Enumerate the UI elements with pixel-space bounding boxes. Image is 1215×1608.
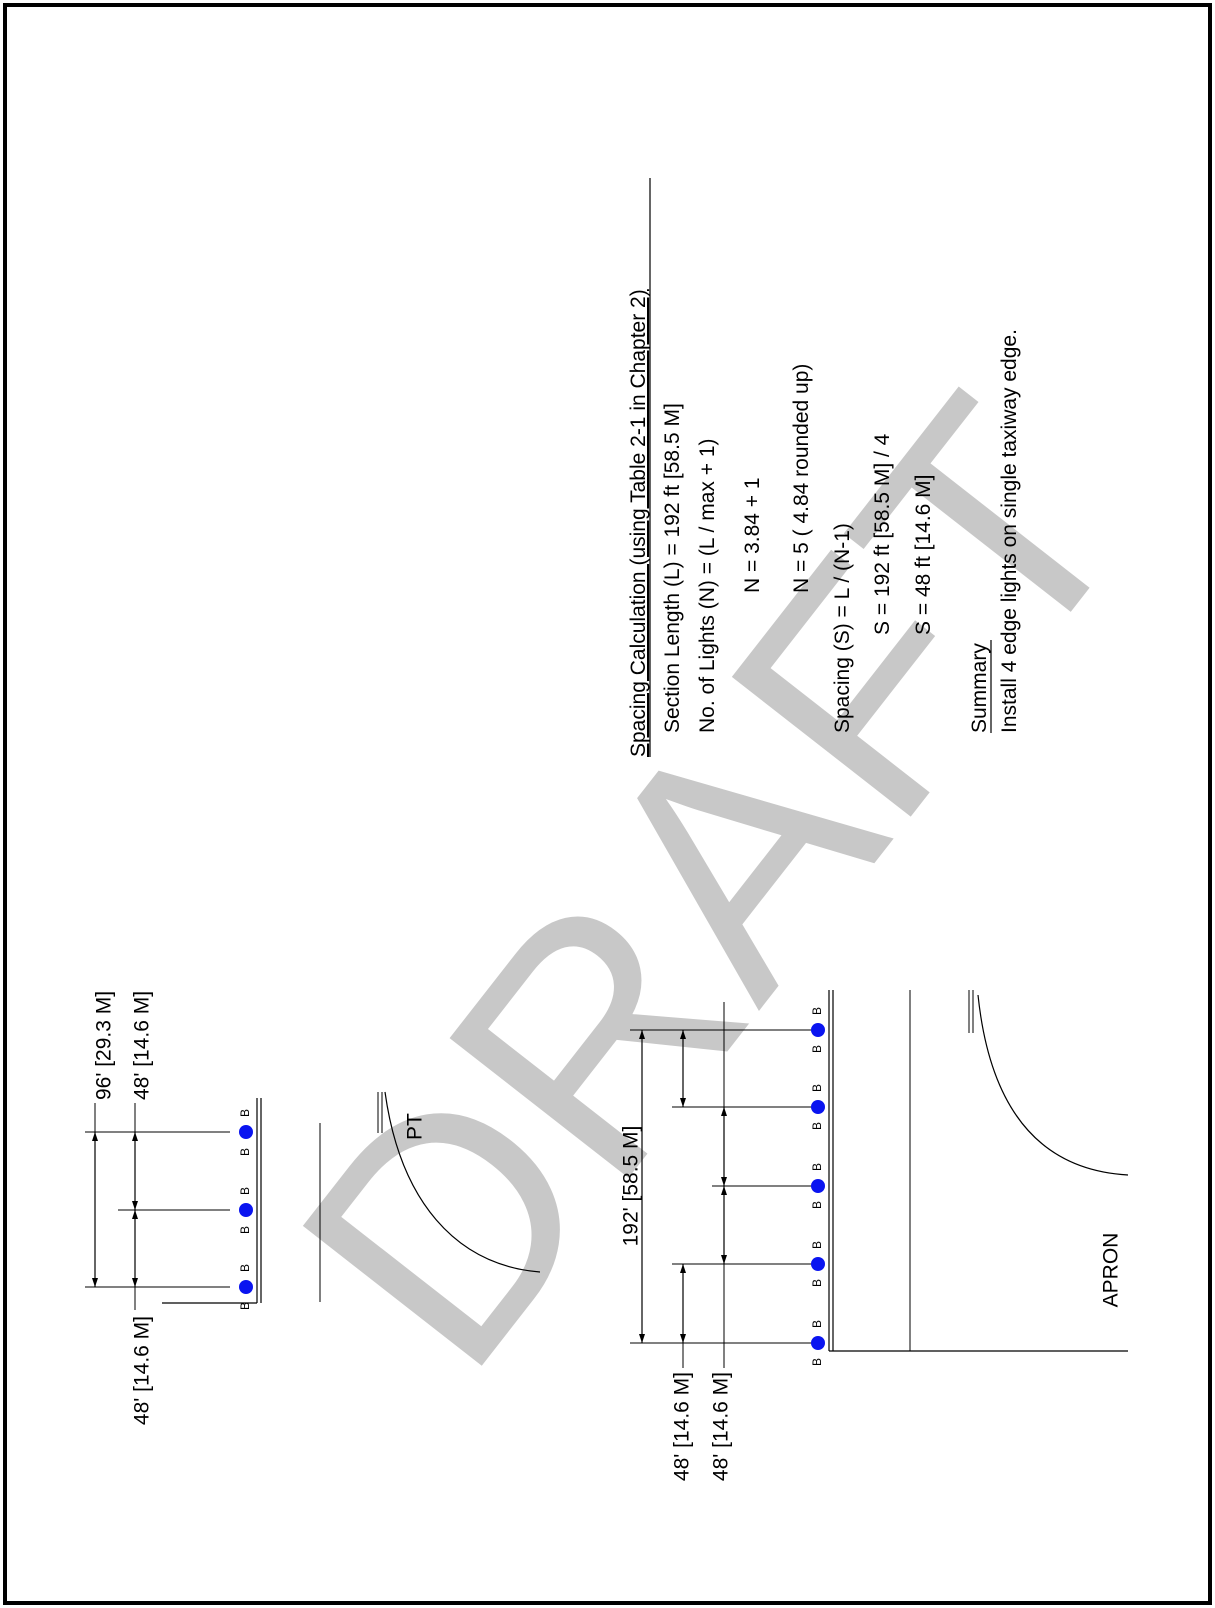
calculation-line: N = 3.84 + 1: [741, 477, 764, 593]
light-label: B: [810, 1007, 824, 1015]
edge-light: B B: [238, 1187, 253, 1234]
sheet-border: [3, 3, 1212, 1605]
light-label: B: [238, 1187, 252, 1195]
apron-label: APRON: [1100, 1233, 1123, 1308]
calculation-line: N = 5 ( 4.84 rounded up): [790, 364, 813, 593]
light-label: B: [810, 1279, 824, 1287]
fillet-curve: [384, 1091, 541, 1273]
edge-light: B B: [238, 1264, 253, 1310]
calculation-heading: Spacing Calculation (using Table 2-1 in …: [627, 289, 650, 757]
spacing-calculation: Spacing Calculation (using Table 2-1 in …: [627, 178, 935, 757]
edge-light-dot: [239, 1125, 253, 1139]
edge-light: B B: [810, 1007, 825, 1053]
dimension-label-48: 48' [14.6 M]: [131, 1316, 154, 1425]
light-label: B: [810, 1163, 824, 1171]
light-label: B: [238, 1148, 252, 1156]
calculation-line: Section Length (L) = 192 ft [58.5 M]: [661, 403, 684, 733]
edge-light-dot: [811, 1100, 825, 1114]
edge-light: B B: [238, 1109, 253, 1156]
light-label: B: [810, 1241, 824, 1249]
edge-light: B B: [810, 1084, 825, 1130]
edge-light-dot: [811, 1023, 825, 1037]
light-label: B: [810, 1201, 824, 1209]
dimension-label-48: 48' [14.6 M]: [131, 991, 154, 1100]
edge-light-dot: [239, 1203, 253, 1217]
light-label: B: [810, 1084, 824, 1092]
edge-light: B B: [810, 1163, 825, 1209]
light-label: B: [238, 1109, 252, 1117]
light-label: B: [810, 1320, 824, 1328]
pt-label: PT: [404, 1113, 427, 1140]
light-label: B: [810, 1045, 824, 1053]
edge-light-dot: [811, 1336, 825, 1350]
edge-light-dot: [239, 1280, 253, 1294]
calculation-line: S = 192 ft [58.5 M] / 4: [871, 433, 894, 635]
light-label: B: [238, 1226, 252, 1234]
edge-light-dot: [811, 1179, 825, 1193]
dimension-label-96: 96' [29.3 M]: [93, 991, 116, 1100]
summary: Summary Install 4 edge lights on single …: [968, 329, 1021, 733]
calculation-line: S = 48 ft [14.6 M]: [912, 474, 935, 635]
fillet-curve: [977, 994, 1129, 1176]
light-label: B: [810, 1358, 824, 1366]
dimension-label-192: 192' [58.5 M]: [620, 1126, 643, 1247]
lower-diagram: B B B B B B B B B B 192' [58.5 M] 48' [1…: [620, 990, 1129, 1481]
dimension-label-48: 48' [14.6 M]: [671, 1372, 694, 1481]
upper-diagram: B B B B B B 96' [29.3 M] 48' [14.6 M] 48…: [85, 991, 541, 1425]
edge-light: B B: [810, 1241, 825, 1287]
dimension-label-48: 48' [14.6 M]: [710, 1372, 733, 1481]
calculation-line: No. of Lights (N) = (L / max + 1): [696, 439, 719, 734]
light-label: B: [810, 1122, 824, 1130]
light-label: B: [238, 1264, 252, 1272]
edge-light: B B: [810, 1320, 825, 1366]
edge-light-dot: [811, 1257, 825, 1271]
summary-text: Install 4 edge lights on single taxiway …: [998, 329, 1021, 733]
light-label: B: [238, 1302, 252, 1310]
calculation-line: Spacing (S) = L / (N-1): [831, 523, 854, 733]
summary-heading: Summary: [968, 643, 991, 733]
